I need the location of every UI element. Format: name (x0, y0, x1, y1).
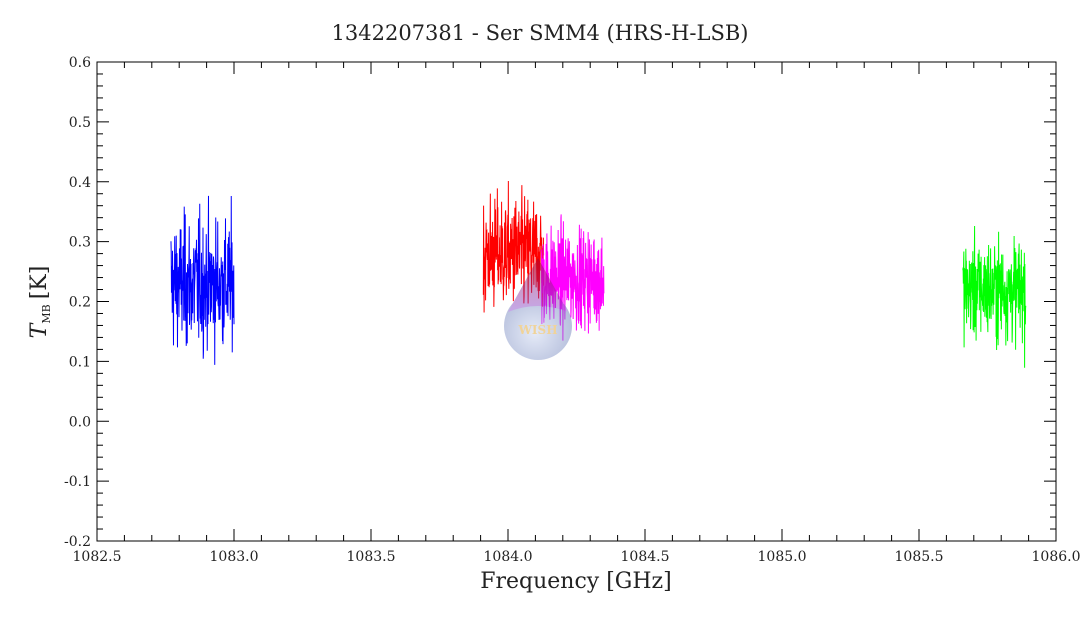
x-tick-label: 1082.5 (73, 549, 122, 565)
series-band-4 (963, 226, 1026, 368)
y-tick-label: 0.3 (69, 235, 91, 251)
x-tick-labels: 1082.5 1083.0 1083.5 1084.0 1084.5 1085.0 1085… (73, 549, 1080, 565)
y-tick-label: 0.0 (69, 414, 91, 430)
x-axis-label: Frequency [GHz] (480, 569, 672, 594)
svg-text:TMB[K]: TMB[K] (27, 266, 53, 339)
chart-title: 1342207381 - Ser SMM4 (HRS-H-LSB) (332, 21, 749, 45)
y-tick-label: -0.2 (64, 534, 91, 550)
series-band-1 (171, 196, 234, 365)
y-tick-label: 0.5 (69, 115, 91, 131)
x-tick-label: 1084.0 (484, 549, 533, 565)
x-tick-label: 1083.5 (347, 549, 396, 565)
y-tick-label: -0.1 (64, 474, 91, 490)
x-tick-label: 1085.0 (758, 549, 807, 565)
y-tick-label: 0.1 (69, 354, 91, 370)
y-axis-label: TMB[K] (27, 266, 53, 339)
x-tick-label: 1083.0 (210, 549, 259, 565)
x-tick-label: 1086.0 (1032, 549, 1080, 565)
x-tick-label: 1085.5 (895, 549, 944, 565)
x-tick-label: 1084.5 (621, 549, 670, 565)
svg-text:WISH: WISH (517, 323, 557, 337)
y-tick-labels: -0.2 -0.1 0.0 0.1 0.2 0.3 0.4 0.5 0.6 (64, 55, 91, 550)
y-tick-label: 0.2 (69, 295, 91, 311)
y-tick-label: 0.4 (69, 175, 91, 191)
y-tick-label: 0.6 (69, 55, 91, 71)
series-group (171, 181, 1026, 368)
